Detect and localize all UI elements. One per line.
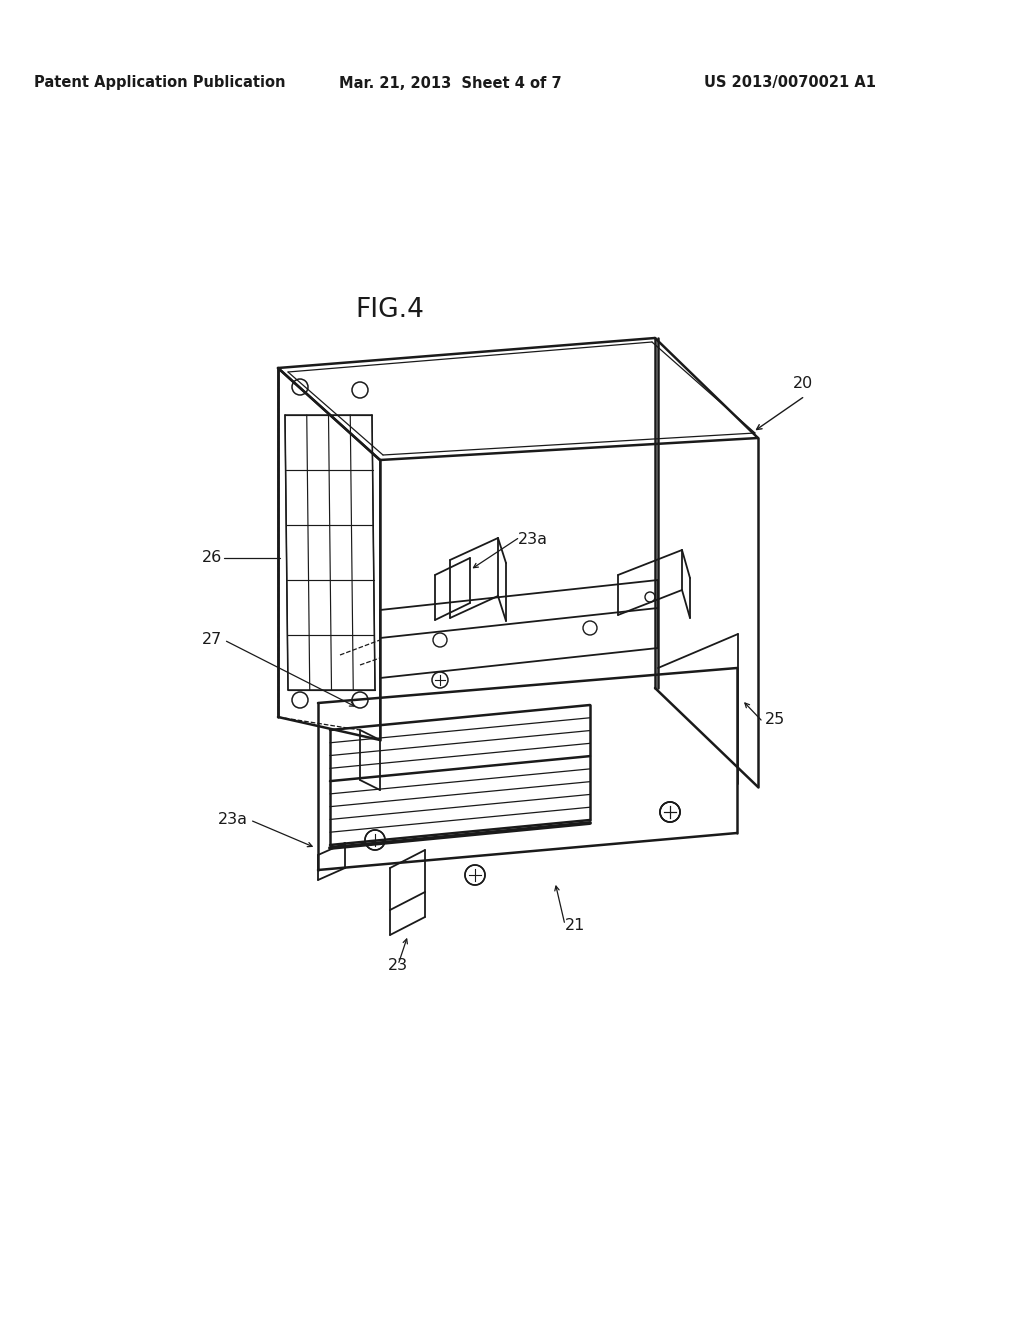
Text: 23: 23	[388, 957, 408, 973]
Text: Mar. 21, 2013  Sheet 4 of 7: Mar. 21, 2013 Sheet 4 of 7	[339, 75, 561, 91]
Text: 20: 20	[793, 375, 813, 391]
Text: 27: 27	[202, 632, 222, 648]
Text: US 2013/0070021 A1: US 2013/0070021 A1	[705, 75, 876, 91]
Text: 26: 26	[202, 550, 222, 565]
Text: 25: 25	[765, 713, 785, 727]
Text: 23a: 23a	[518, 532, 548, 548]
Text: FIG.4: FIG.4	[355, 297, 424, 323]
Text: 21: 21	[565, 917, 586, 932]
Text: Patent Application Publication: Patent Application Publication	[34, 75, 286, 91]
Text: 23a: 23a	[218, 813, 248, 828]
